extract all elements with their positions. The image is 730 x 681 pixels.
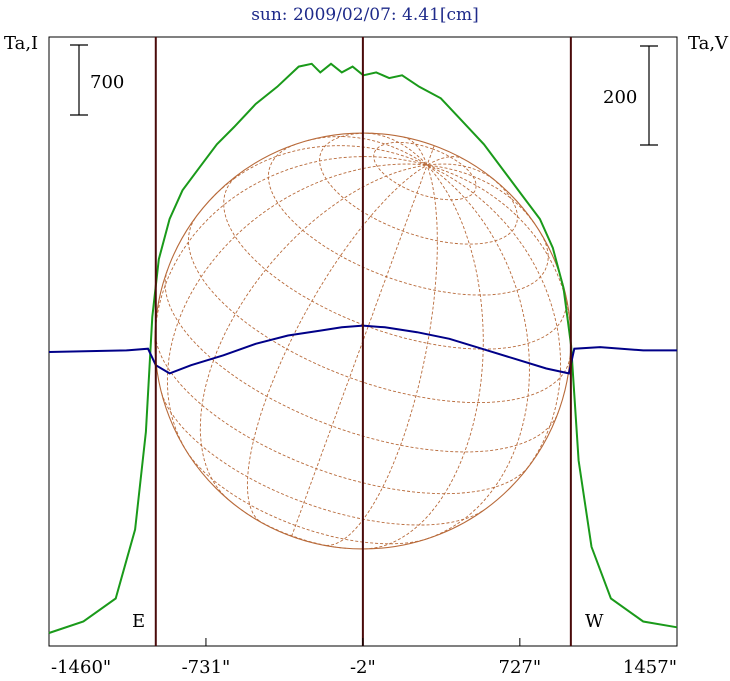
- east-label: E: [132, 611, 145, 632]
- x-tick-label: -2": [350, 657, 376, 678]
- disk-meridian: [210, 145, 428, 199]
- disk-meridian: [402, 136, 428, 166]
- disk-meridian: [427, 164, 535, 224]
- right-axis-label: Ta,V: [688, 33, 729, 54]
- disk-parallel: [154, 331, 529, 495]
- disk-meridian: [427, 163, 494, 180]
- left-scale-bar: [70, 44, 88, 116]
- left-axis-label: Ta,I: [4, 33, 38, 54]
- disk-meridian: [426, 156, 464, 166]
- limb-markers: [154, 37, 572, 646]
- disk-parallel: [223, 173, 567, 350]
- disk-meridian: [307, 136, 428, 166]
- disk-parallel: [187, 218, 571, 404]
- chart-title: sun: 2009/02/07: 4.41[cm]: [251, 5, 479, 25]
- x-tick-label: -731": [182, 657, 231, 678]
- disk-meridian: [364, 164, 484, 550]
- stokes_i-line: [48, 62, 678, 634]
- disk-meridian: [326, 164, 438, 546]
- disk-parallel: [267, 143, 549, 296]
- left-scale-value: 700: [90, 72, 124, 93]
- right-scale-value: 200: [603, 87, 637, 108]
- disk-meridian: [199, 164, 428, 500]
- disk-parallel: [161, 392, 484, 526]
- x-tick-label: -1460": [51, 657, 111, 678]
- right-scale-bar: [640, 45, 658, 146]
- disk-meridian: [426, 164, 530, 540]
- disk-parallel: [186, 451, 427, 545]
- x-tick-label: 1457": [623, 657, 677, 678]
- solar-disk: [154, 132, 572, 550]
- west-label: W: [585, 611, 604, 632]
- disk-parallel: [319, 132, 518, 245]
- disk-meridian: [246, 164, 428, 522]
- disk-meridian: [426, 164, 562, 477]
- disk-meridian: [291, 164, 428, 537]
- disk-meridian: [367, 132, 428, 166]
- x-axis-ticks: -1460" -731" -2" 727" 1457": [48, 638, 678, 678]
- disk-parallel: [373, 141, 477, 201]
- disk-meridian: [166, 163, 428, 453]
- disk-meridian: [426, 145, 435, 166]
- x-tick-label: 727": [499, 657, 542, 678]
- disk-parallel: [164, 269, 559, 453]
- disk-meridian: [154, 156, 428, 343]
